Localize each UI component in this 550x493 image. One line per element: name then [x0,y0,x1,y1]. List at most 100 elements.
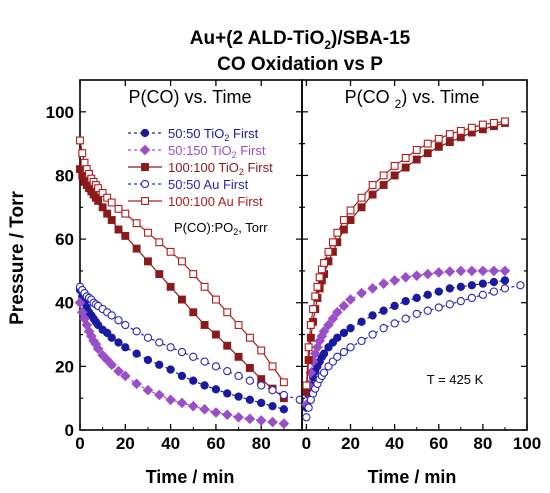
data-point [221,409,233,421]
data-point [268,362,277,371]
data-point [356,287,367,299]
x-tick-label: 60 [429,434,448,453]
x-tick-label: 60 [206,434,225,453]
data-point [478,290,488,299]
legend-label-sub: 2 [232,150,237,160]
legend-label: 100:100 Au First [168,194,263,209]
data-point [456,296,465,306]
legend-marker [139,144,151,156]
data-point [234,321,243,329]
data-point [200,357,209,366]
data-point [434,142,443,151]
data-point [368,190,377,199]
data-point [114,204,123,213]
data-point [245,376,255,385]
data-point [338,300,350,312]
legend-marker [141,163,149,171]
data-point [211,295,220,304]
data-point [467,281,477,290]
legend-note-text: P(CO):PO [174,220,233,235]
legend-label-rest: First [244,160,273,175]
data-point [400,271,411,283]
data-point [166,282,175,291]
data-point [478,279,488,288]
legend-label-rest: First [237,143,266,158]
y-tick-label: 20 [55,357,74,376]
x-tick-label: 40 [161,434,180,453]
data-point [78,149,87,158]
legend-label-text: 100:100 TiO [168,160,239,175]
data-point [466,265,478,277]
data-point [78,171,87,180]
data-point [323,319,334,331]
data-point [423,149,432,158]
panel-co2-data [301,117,525,422]
data-point [223,389,232,398]
data-point [223,308,232,317]
x-tick-label: 40 [385,434,404,453]
data-point [143,333,153,342]
panel-co: P(CO) vs. Time 0 20 40 60 80 0 20 40 60 80 100 Tim… [46,79,304,487]
data-point [328,238,337,247]
title-line1-pre: Au+(2 ALD-TiO [190,28,325,49]
data-point [423,290,432,299]
data-point [401,296,410,306]
data-point [177,257,186,266]
data-point [357,317,366,326]
legend-note-sub: 2 [233,227,238,237]
y-tick-label: 60 [55,230,74,249]
data-point [132,219,141,228]
data-point [177,371,187,381]
panel-frame [301,79,528,431]
data-point [142,384,154,396]
legend-label-text: 50:50 Au First [168,177,249,192]
data-point [211,330,220,339]
y-tick-label: 40 [55,294,74,313]
data-point [467,293,477,303]
panel-co-title: P(CO) vs. Time [128,87,251,107]
data-point [367,283,378,294]
data-point [80,158,89,167]
data-point [304,403,313,412]
legend-label: 50:150 TiO2 First [168,143,266,160]
data-point [489,287,499,296]
data-point [107,311,116,320]
data-point [390,161,399,170]
legend-label-text: 50:150 TiO [168,143,232,158]
data-point [324,247,333,256]
data-point [499,265,511,277]
data-point [200,282,209,291]
data-point [309,305,317,314]
data-point [445,300,454,309]
data-point [107,333,116,342]
x-tick-label: 80 [252,434,271,453]
data-point [333,333,342,342]
data-point [445,130,454,139]
figure-title-line1: Au+(2 ALD-TiO2)/SBA-15 [190,28,411,52]
data-point [165,394,176,406]
data-point [455,265,467,277]
data-point [268,386,277,395]
data-point [346,324,355,333]
data-point [177,347,187,357]
data-point [319,368,329,377]
data-point [304,343,313,352]
data-point [234,371,243,381]
panel-co-axes: 0 20 40 60 80 0 20 40 60 80 100 [46,79,303,453]
data-point [245,333,254,342]
data-point [98,203,107,212]
title-line1-post: )/SBA-15 [331,28,411,49]
legend-note-rest: , Torr [238,220,268,235]
data-point [200,321,209,329]
data-point [390,301,399,311]
data-point [155,360,164,369]
data-point [412,146,421,154]
data-point [379,171,388,180]
data-point [114,316,123,325]
data-point [368,311,377,320]
data-point [368,330,377,339]
data-point [98,189,107,197]
data-point [103,209,112,218]
legend-note: P(CO):PO2, Torr [174,220,268,237]
data-point [456,126,465,135]
